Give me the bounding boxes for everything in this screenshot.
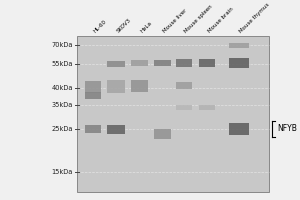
Text: 70kDa: 70kDa [51,42,73,48]
Bar [229,123,249,135]
Text: Mouse liver: Mouse liver [162,8,188,34]
Bar [176,82,192,89]
Text: NFYB: NFYB [277,124,297,133]
Bar [229,58,249,68]
Text: Mouse spleen: Mouse spleen [184,4,214,34]
Text: Mouse thymus: Mouse thymus [239,2,271,34]
Bar [107,80,125,93]
Bar [85,81,101,93]
Text: 25kDa: 25kDa [51,126,73,132]
Text: SKOV3: SKOV3 [116,18,132,34]
Bar [107,125,125,134]
Text: 55kDa: 55kDa [51,61,73,67]
Bar [154,129,171,139]
Bar [77,36,269,192]
Bar [131,60,148,66]
Bar [154,60,171,66]
Text: HeLa: HeLa [139,21,153,34]
Bar [229,43,249,48]
Bar [176,59,192,67]
Text: 35kDa: 35kDa [51,102,73,108]
Bar [199,105,215,110]
Text: Mouse brain: Mouse brain [207,7,234,34]
Text: 40kDa: 40kDa [51,85,73,91]
Text: HL-60: HL-60 [93,19,108,34]
Bar [199,59,215,67]
Bar [176,105,192,110]
Bar [85,92,101,99]
Bar [131,80,148,92]
Bar [107,61,125,67]
Text: 15kDa: 15kDa [51,169,73,175]
Bar [85,125,101,133]
